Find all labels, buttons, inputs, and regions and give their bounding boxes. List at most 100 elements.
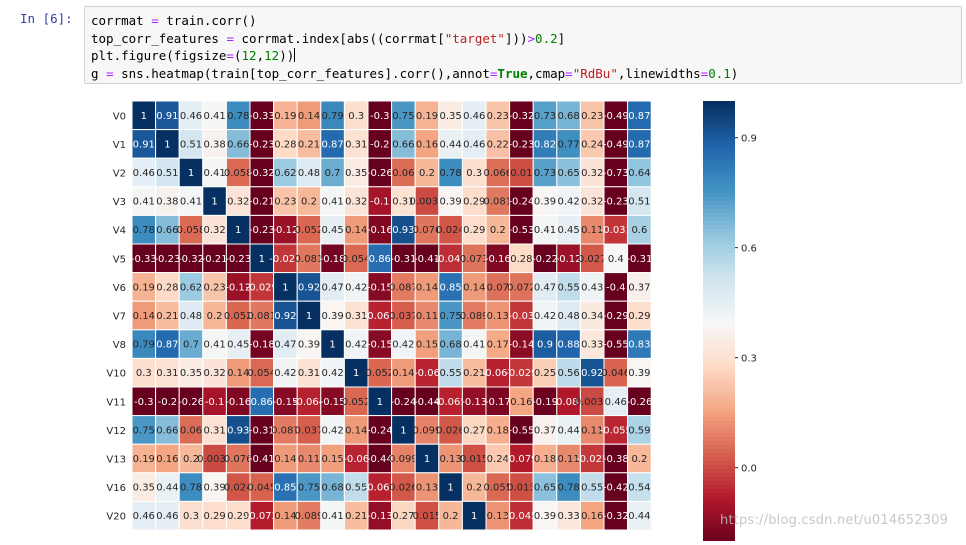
code-token: , bbox=[256, 48, 265, 63]
code-token: = bbox=[489, 65, 498, 81]
cell-annotation: 0.55 bbox=[557, 282, 579, 293]
cell-annotation: -0.065 bbox=[364, 483, 396, 494]
cell-annotation: 0.48 bbox=[180, 311, 202, 322]
cell-annotation: 0.31 bbox=[345, 139, 367, 150]
cell-annotation: -0.29 bbox=[603, 311, 629, 322]
cell-annotation: 0.44 bbox=[628, 511, 650, 522]
cell-annotation: -0.029 bbox=[269, 254, 301, 265]
cell-annotation: 0.31 bbox=[345, 311, 367, 322]
colorbar-svg: 0.9 0.6 0.3 0.0 bbox=[703, 101, 757, 542]
cell-annotation: 0.55 bbox=[345, 483, 367, 494]
cell-annotation: 0.16 bbox=[416, 139, 438, 150]
cell-annotation: 0.44 bbox=[557, 425, 579, 436]
cell-annotation: 0.42 bbox=[557, 197, 579, 208]
row-label: V12 bbox=[106, 426, 126, 437]
cell-annotation: -0.42 bbox=[603, 483, 629, 494]
colorbar-segment bbox=[703, 517, 735, 522]
colorbar-segment bbox=[703, 221, 735, 226]
colorbar-tick-label: 0.3 bbox=[741, 354, 757, 365]
code-token: ,cmap bbox=[527, 65, 566, 81]
cell-annotation: -0.06 bbox=[343, 454, 369, 465]
cell-annotation: 0.089 bbox=[295, 511, 324, 522]
cell-annotation: 0.82 bbox=[534, 139, 556, 150]
cell-annotation: 0.9 bbox=[537, 340, 553, 351]
cell-annotation: -0.73 bbox=[603, 168, 629, 179]
cell-annotation: 0.44 bbox=[156, 483, 178, 494]
cell-annotation: 0.46 bbox=[133, 511, 155, 522]
cell-annotation: 0.87 bbox=[628, 139, 650, 150]
cell-annotation: 0.6 bbox=[631, 225, 647, 236]
cell-annotation: 0.06 bbox=[392, 168, 414, 179]
cell-annotation: 0.14 bbox=[227, 368, 249, 379]
cell-annotation: 0.28 bbox=[156, 282, 178, 293]
cell-annotation: 0.7 bbox=[183, 340, 199, 351]
code-token: ,linewidths bbox=[617, 65, 701, 81]
cell-annotation: 0.79 bbox=[321, 111, 343, 122]
cell-annotation: 0.41 bbox=[203, 111, 225, 122]
cell-annotation: 0.46 bbox=[133, 168, 155, 179]
cell-annotation: 0.099 bbox=[389, 454, 418, 465]
cell-annotation: 0.88 bbox=[557, 340, 579, 351]
cell-annotation: 0.62 bbox=[180, 282, 202, 293]
cell-annotation: 0.21 bbox=[345, 511, 367, 522]
code-token: 12 bbox=[241, 48, 257, 63]
row-label: V6 bbox=[113, 283, 126, 294]
heatmap: V0 1 0.91 0.46 0.41 0.78 -0.33 0.19 0.14 0.79 0.3-… bbox=[95, 101, 675, 541]
cell-annotation: -0.064 bbox=[293, 397, 325, 408]
cell-annotation: 0.052 bbox=[342, 397, 371, 408]
colorbar-segment bbox=[703, 181, 735, 186]
cell-annotation: 0.058 bbox=[177, 225, 206, 236]
cell-annotation: 0.19 bbox=[274, 111, 296, 122]
colorbar-segment bbox=[703, 413, 735, 418]
cell-annotation: -0.1 bbox=[370, 197, 390, 208]
colorbar-segment bbox=[703, 301, 735, 306]
cell-annotation: -0.55 bbox=[603, 340, 629, 351]
cell-annotation: 0.92 bbox=[298, 282, 320, 293]
cell-annotation: -0.12 bbox=[225, 282, 251, 293]
colorbar-segment bbox=[703, 261, 735, 266]
cell-annotation: 0.045 bbox=[247, 483, 276, 494]
colorbar-segment bbox=[703, 441, 735, 446]
cell-annotation: -0.03 bbox=[508, 311, 534, 322]
colorbar-segment bbox=[703, 189, 735, 194]
colorbar-segment bbox=[703, 229, 735, 234]
code-cell[interactable]: corrmat = train.corr() top_corr_features … bbox=[84, 6, 962, 84]
cell-annotation: 0.072 bbox=[507, 282, 536, 293]
cell-annotation: -0.15 bbox=[272, 397, 298, 408]
cell-annotation: 0.42 bbox=[392, 340, 414, 351]
cell-annotation: -0.06 bbox=[414, 368, 440, 379]
code-token: = bbox=[565, 65, 573, 81]
cell-annotation: 0.14 bbox=[133, 311, 155, 322]
cell-annotation: 0.78 bbox=[439, 168, 461, 179]
row-label: V2 bbox=[113, 169, 126, 180]
cell-annotation: 0.43 bbox=[581, 282, 603, 293]
cell-annotation: -0.12 bbox=[272, 225, 298, 236]
cell-annotation: -0.55 bbox=[508, 425, 534, 436]
colorbar-segment bbox=[703, 489, 735, 494]
colorbar-segment bbox=[703, 217, 735, 222]
colorbar-segment bbox=[703, 305, 735, 310]
cell-annotation: 0.31 bbox=[156, 368, 178, 379]
colorbar-segment bbox=[703, 473, 735, 478]
row-label: V1 bbox=[113, 140, 126, 151]
colorbar-segment bbox=[703, 377, 735, 382]
cell-annotation: -0.14 bbox=[508, 340, 534, 351]
colorbar-segment bbox=[703, 385, 735, 390]
colorbar-segment bbox=[703, 197, 735, 202]
cell-annotation: 0.31 bbox=[298, 368, 320, 379]
colorbar-segment bbox=[703, 481, 735, 486]
colorbar-tick-label: 0.9 bbox=[741, 134, 757, 145]
cell-annotation: 0.48 bbox=[298, 168, 320, 179]
colorbar-segment bbox=[703, 269, 735, 274]
code-editor[interactable]: corrmat = train.corr() top_corr_features … bbox=[85, 7, 961, 87]
cell-annotation: 0.19 bbox=[133, 454, 155, 465]
cell-annotation: 0.62 bbox=[274, 168, 296, 179]
code-token: True bbox=[497, 65, 528, 81]
cell-annotation: -0.33 bbox=[249, 111, 275, 122]
cell-annotation: 0.39 bbox=[628, 368, 650, 379]
code-token: = bbox=[106, 65, 114, 81]
cell-annotation: -0.13 bbox=[367, 511, 393, 522]
colorbar-segment bbox=[703, 429, 735, 434]
cell-annotation: -0.24 bbox=[508, 197, 534, 208]
colorbar-segment bbox=[703, 409, 735, 414]
